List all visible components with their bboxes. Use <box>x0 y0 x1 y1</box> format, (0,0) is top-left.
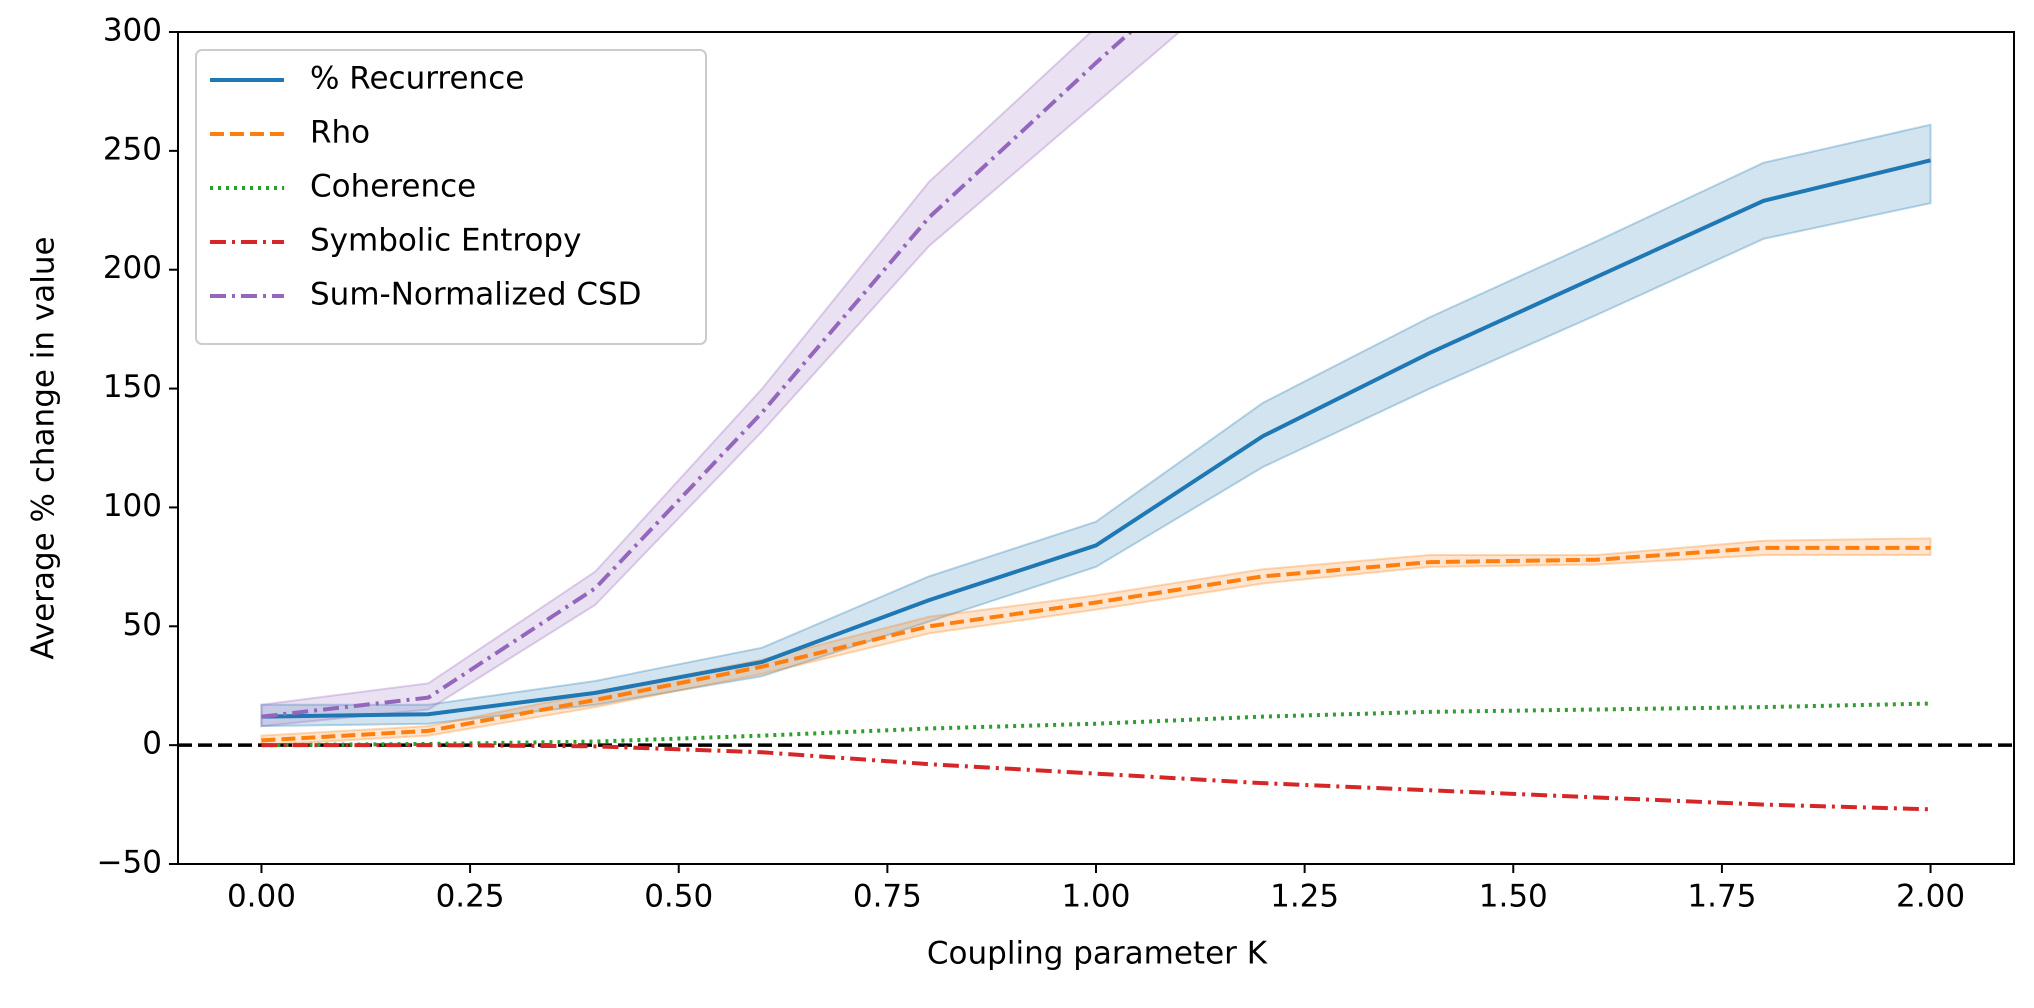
x-tick-label: 1.00 <box>1061 879 1130 915</box>
x-tick-label: 0.00 <box>227 879 296 915</box>
y-tick-label: 300 <box>103 13 162 49</box>
confidence-band <box>260 32 1181 728</box>
y-tick-label: 150 <box>103 369 162 405</box>
series-line <box>261 32 1134 719</box>
legend-label: Symbolic Entropy <box>310 223 581 259</box>
series-line <box>261 158 1932 719</box>
legend-label: Coherence <box>310 169 476 205</box>
x-tick-label: 0.75 <box>853 879 922 915</box>
x-tick-label: 1.75 <box>1687 879 1756 915</box>
legend-box <box>195 49 707 345</box>
x-tick-label: 0.25 <box>436 879 505 915</box>
x-tick-label: 1.25 <box>1270 879 1339 915</box>
x-tick-label: 1.50 <box>1479 879 1548 915</box>
legend-label: Sum-Normalized CSD <box>310 277 642 313</box>
y-tick-label: 250 <box>103 131 162 167</box>
y-tick-label: 200 <box>103 250 162 286</box>
plot-area <box>178 32 2014 812</box>
confidence-band <box>260 537 1932 747</box>
y-tick-label: 50 <box>123 607 162 643</box>
series-line <box>261 701 1931 748</box>
legend-label: Rho <box>310 115 370 151</box>
x-tick-label: 0.50 <box>644 879 713 915</box>
series-line <box>261 545 1931 743</box>
legend: % Recurrence Rho Coherence Symbolic Entropy… <box>195 49 707 345</box>
x-axis-label: Coupling parameter K <box>927 936 1268 972</box>
y-axis-label: Average % change in value <box>26 236 62 659</box>
x-tick-label: 2.00 <box>1896 879 1965 915</box>
series-line <box>261 743 1931 812</box>
confidence-band <box>260 123 1932 728</box>
y-tick-label: −50 <box>97 845 162 881</box>
legend-label: % Recurrence <box>310 61 524 97</box>
y-tick-label: 100 <box>103 488 162 524</box>
y-tick-label: 0 <box>142 726 162 762</box>
